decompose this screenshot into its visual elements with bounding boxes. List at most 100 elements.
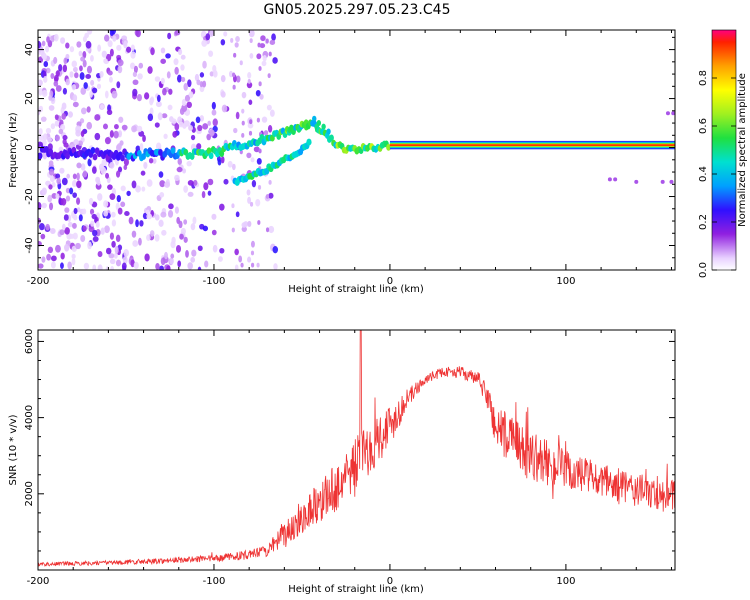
spectrogram-noise-cell [154, 76, 161, 82]
spectrogram-noise-cell [109, 76, 113, 83]
snr-y-tick-label: 6000 [24, 329, 35, 354]
spectrogram-noise-cell [82, 170, 88, 178]
spectrogram-noise-cell [176, 216, 181, 225]
spectrogram-noise-cell [95, 221, 100, 228]
spectrogram-noise-cell [205, 33, 211, 41]
spectrogram-noise-cell [48, 95, 53, 101]
spectrogram-noise-cell [136, 125, 143, 133]
spectrogram-x-tick-label: -200 [27, 276, 50, 287]
spectrogram-noise-cell [257, 184, 262, 190]
spectrogram-noise-cell [78, 214, 83, 222]
spectrogram-noise-cell [265, 194, 270, 199]
spectrogram-noise-cell [171, 118, 177, 124]
spectrogram-noise-cell [92, 229, 98, 237]
spectrogram-noise-cell [116, 81, 121, 89]
spectrogram-noise-cell [141, 186, 146, 192]
spectrogram-noise-cell [43, 76, 48, 83]
spectrogram-y-tick-label: 20 [24, 92, 35, 105]
spectrogram-noise-cell [47, 136, 53, 143]
spectrogram-noise-cell [197, 124, 203, 132]
spectrogram-noise-cell [149, 107, 154, 116]
spectrogram-noise-cell [268, 192, 274, 199]
spectrogram-noise-cell [255, 89, 261, 97]
spectrogram-noise-cell [123, 40, 128, 49]
spectrogram-noise-cell [111, 30, 116, 35]
spectrogram-noise-cell [263, 130, 269, 136]
spectrogram-trace-cell [206, 147, 212, 155]
spectrogram-noise-cell [104, 225, 110, 234]
spectrogram-noise-cell [113, 130, 119, 139]
spectrogram-noise-cell [144, 253, 150, 262]
spectrogram-noise-cell [76, 197, 81, 205]
spectrogram-noise-cell [660, 179, 665, 184]
spectrogram-noise-cell [148, 157, 154, 164]
spectrogram-noise-cell [115, 259, 122, 267]
spectrogram-noise-cell [103, 58, 108, 64]
spectrogram-noise-cell [146, 179, 153, 187]
spectrogram-noise-cell [160, 58, 167, 64]
spectrogram-noise-cell [50, 123, 56, 130]
spectrogram-noise-cell [212, 244, 218, 253]
spectrogram-trace-cell [65, 152, 70, 160]
spectrogram-noise-cell [161, 113, 168, 119]
spectrogram-noise-cell [179, 233, 184, 240]
spectrogram-noise-cell [89, 90, 93, 98]
spectrogram-trace-layer [38, 111, 675, 186]
spectrogram-noise-cell [665, 111, 670, 116]
spectrogram-noise-cell [87, 30, 93, 35]
spectrogram-noise-cell [195, 116, 201, 124]
spectrogram-noise-cell [271, 33, 276, 41]
spectrogram-noise-cell [262, 54, 267, 62]
spectrogram-noise-cell [202, 225, 209, 232]
spectrogram-noise-cell [140, 170, 146, 176]
spectrogram-noise-cell [223, 31, 228, 37]
spectrogram-noise-cell [221, 104, 228, 113]
spectrogram-noise-cell [162, 87, 167, 96]
spectrogram-noise-cell [220, 156, 225, 164]
spectrogram-noise-cell [132, 240, 139, 247]
spectrogram-noise-cell [176, 166, 183, 173]
spectrogram-noise-cell [231, 163, 236, 171]
spectrogram-noise-cell [188, 91, 194, 98]
spectrogram-noise-cell [192, 216, 197, 225]
spectrogram-noise-cell [267, 125, 273, 133]
snr-y-tick-label: 2000 [24, 481, 35, 506]
spectrogram-noise-cell [139, 142, 144, 151]
spectrogram-noise-cell [259, 43, 266, 49]
colorbar-tick-label: 0.2 [698, 214, 709, 230]
spectrogram-noise-cell [183, 82, 188, 91]
spectrogram-noise-cell [104, 34, 110, 42]
spectrogram-noise-cell [137, 73, 143, 80]
spectrogram-noise-cell [55, 173, 61, 179]
snr-x-axis-label: Height of straight line (km) [288, 584, 424, 595]
spectrogram-noise-cell [65, 195, 71, 202]
spectrogram-noise-cell [55, 193, 60, 199]
spectrogram-noise-cell [122, 256, 128, 264]
spectrogram-noise-cell [181, 98, 187, 107]
spectrogram-noise-cell [201, 190, 206, 199]
spectrogram-noise-cell [56, 177, 61, 185]
spectrogram-noise-cell [269, 39, 276, 45]
spectrogram-noise-cell [107, 70, 113, 76]
spectrogram-trace-cell [329, 134, 334, 142]
spectrogram-noise-cell [272, 246, 279, 254]
spectrogram-noise-cell [220, 39, 226, 46]
spectrogram-noise-cell [268, 180, 272, 185]
spectrogram-noise-cell [116, 194, 121, 203]
spectrogram-x-tick-label: -100 [203, 276, 226, 287]
spectrogram-noise-cell [103, 210, 109, 217]
spectrogram-trace-cell [326, 128, 331, 135]
spectrogram-noise-cell [54, 134, 61, 142]
spectrogram-noise-cell [184, 94, 191, 102]
spectrogram-y-tick-label: -20 [24, 188, 35, 204]
spectrogram-noise-cell [49, 175, 55, 183]
spectrogram-noise-cell [79, 118, 85, 124]
spectrogram-noise-cell [258, 148, 262, 154]
colorbar-tick-label: 0.0 [698, 262, 709, 278]
spectrogram-noise-cell [126, 46, 132, 53]
spectrogram-noise-cell [55, 244, 61, 253]
spectrogram-noise-cell [168, 203, 174, 210]
spectrogram-noise-cell [107, 40, 113, 48]
spectrogram-noise-cell [72, 173, 77, 180]
